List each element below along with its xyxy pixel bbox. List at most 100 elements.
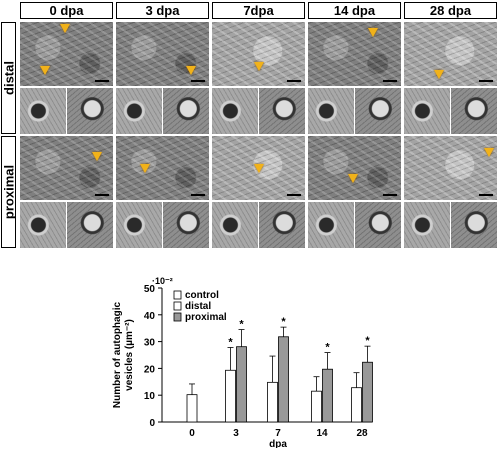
micrograph-cell	[116, 22, 209, 134]
y-tick-label: 10	[144, 391, 156, 402]
arrowhead-marker-icon	[140, 164, 150, 173]
row-label-text: distal	[1, 61, 16, 95]
row-label-proximal: proximal	[1, 136, 16, 248]
arrowhead-marker-icon	[254, 164, 264, 173]
significance-asterisk: *	[228, 336, 233, 348]
bar-control	[186, 394, 198, 423]
micrograph-inset	[67, 88, 113, 134]
scale-bar	[95, 80, 109, 82]
legend-swatch-proximal	[173, 312, 182, 322]
micrograph-image	[404, 22, 497, 86]
significance-asterisk: *	[281, 316, 286, 328]
legend-swatch-distal	[173, 301, 182, 311]
bar-distal	[311, 390, 322, 423]
column-header: 0 dpa	[20, 2, 113, 19]
y-tick-label: 40	[144, 311, 156, 322]
bar-proximal	[322, 368, 333, 423]
arrowhead-marker-icon	[92, 152, 102, 161]
y-axis-title: vesicles (µm⁻²)	[124, 319, 135, 391]
micrograph-inset	[20, 88, 66, 134]
micrograph-inset	[355, 202, 401, 248]
micrograph-inset	[116, 88, 162, 134]
legend-label-proximal: proximal	[185, 312, 227, 323]
column-header: 3 dpa	[116, 2, 209, 19]
micrograph-inset	[163, 202, 209, 248]
micrograph-inset	[355, 88, 401, 134]
micrograph-image	[308, 22, 401, 86]
scale-bar	[383, 194, 397, 196]
bar-distal	[351, 387, 362, 423]
arrowhead-marker-icon	[484, 148, 494, 157]
x-tick-label: 3	[233, 428, 239, 439]
bar-distal	[225, 369, 236, 423]
x-tick-label: 0	[189, 428, 195, 439]
micrograph-inset	[308, 202, 354, 248]
significance-asterisk: *	[365, 335, 370, 347]
micrograph-image	[404, 136, 497, 200]
scale-bar	[383, 80, 397, 82]
row-label-distal: distal	[1, 22, 16, 134]
legend-swatch-control	[173, 290, 182, 300]
significance-asterisk: *	[239, 319, 244, 331]
scale-bar	[191, 194, 205, 196]
micrograph-image	[212, 136, 305, 200]
bar-proximal	[362, 361, 373, 423]
x-tick-label: 14	[316, 428, 328, 439]
micrograph-inset	[308, 88, 354, 134]
micrograph-inset	[451, 88, 497, 134]
arrowhead-marker-icon	[368, 28, 378, 37]
row-label-text: proximal	[1, 164, 16, 220]
bar-proximal	[236, 346, 247, 423]
arrowhead-marker-icon	[40, 66, 50, 75]
bar-proximal	[278, 336, 289, 423]
legend-label-control: control	[185, 290, 219, 301]
micrograph-cell	[212, 136, 305, 248]
arrowhead-marker-icon	[348, 174, 358, 183]
micrograph-cell	[404, 22, 497, 134]
arrowhead-marker-icon	[186, 66, 196, 75]
micrograph-image	[212, 22, 305, 86]
y-axis-title: Number of autophagic	[112, 302, 123, 409]
micrograph-cell	[20, 22, 113, 134]
column-header: 7dpa	[212, 2, 305, 19]
micrograph-inset	[259, 202, 305, 248]
y-tick-label: 30	[144, 338, 156, 349]
micrograph-cell	[116, 136, 209, 248]
micrograph-inset	[20, 202, 66, 248]
micrograph-image	[20, 136, 113, 200]
legend-label-distal: distal	[185, 301, 211, 312]
micrograph-image	[116, 22, 209, 86]
micrograph-cell	[404, 136, 497, 248]
x-axis-title: dpa	[269, 439, 287, 448]
micrograph-inset	[451, 202, 497, 248]
arrowhead-marker-icon	[60, 24, 70, 33]
micrograph-inset	[259, 88, 305, 134]
y-scale-label: ·10⁻²	[152, 276, 173, 286]
scale-bar	[287, 80, 301, 82]
micrograph-image	[116, 136, 209, 200]
x-tick-label: 28	[356, 428, 368, 439]
micrograph-cell	[212, 22, 305, 134]
scale-bar	[479, 80, 493, 82]
micrograph-inset	[404, 88, 450, 134]
column-header: 28 dpa	[404, 2, 497, 19]
significance-asterisk: *	[325, 342, 330, 354]
scale-bar	[287, 194, 301, 196]
micrograph-inset	[404, 202, 450, 248]
scale-bar	[191, 80, 205, 82]
column-header: 14 dpa	[308, 2, 401, 19]
bar-distal	[267, 381, 278, 423]
micrograph-panel: 0 dpa 3 dpa 7dpa 14 dpa 28 dpa distal proximal	[1, 2, 497, 248]
micrograph-image	[308, 136, 401, 200]
y-tick-label: 0	[149, 418, 155, 429]
scale-bar	[479, 194, 493, 196]
micrograph-inset	[163, 88, 209, 134]
y-tick-label: 20	[144, 364, 156, 375]
micrograph-cell	[308, 22, 401, 134]
scale-bar	[95, 194, 109, 196]
arrowhead-marker-icon	[254, 62, 264, 71]
micrograph-inset	[212, 88, 258, 134]
y-tick-label: 50	[144, 284, 156, 295]
arrowhead-marker-icon	[434, 70, 444, 79]
